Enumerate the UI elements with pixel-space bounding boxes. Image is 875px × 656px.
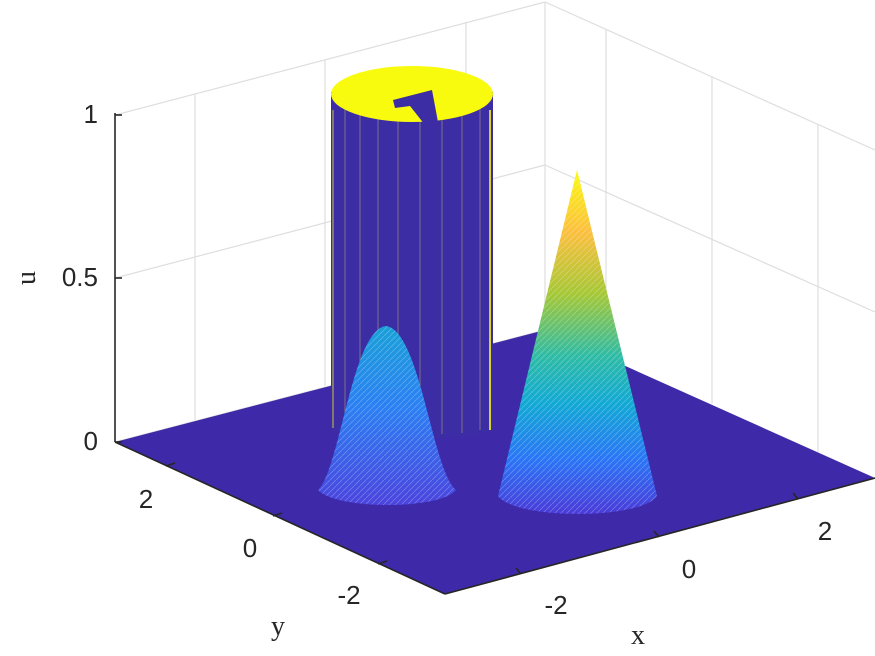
x-tick-label: -2 — [544, 590, 567, 620]
z-tick-label: 0 — [84, 426, 98, 456]
z-tick-label: 1 — [84, 99, 98, 129]
y-axis-label: y — [271, 611, 285, 642]
hump — [318, 326, 456, 505]
z-tick-label: 0.5 — [62, 262, 98, 292]
grid-z05-right — [544, 164, 875, 313]
x-tick-label: 2 — [818, 516, 832, 546]
grid-z1-right — [544, 1, 875, 151]
x-tick-label: 0 — [682, 554, 696, 584]
cylinder-slot — [393, 90, 438, 125]
x-tick-labels: -2 0 2 — [544, 516, 832, 620]
cone — [498, 170, 657, 514]
cylinder-top — [331, 66, 493, 122]
z-tick-labels: 1 0.5 0 — [62, 99, 98, 456]
z-axis-label: u — [11, 271, 42, 285]
y-tick-label: -2 — [337, 580, 360, 610]
axes — [114, 113, 875, 595]
x-axis-line — [444, 477, 875, 595]
x-axis-label: x — [631, 620, 645, 651]
floor-surface — [115, 330, 875, 594]
y-tick-label: 2 — [139, 484, 153, 514]
y-tick-label: 0 — [243, 533, 257, 563]
y-axis-line — [114, 441, 446, 595]
grid-z1-left — [114, 1, 546, 116]
y-tick-labels: 2 0 -2 — [139, 484, 361, 610]
